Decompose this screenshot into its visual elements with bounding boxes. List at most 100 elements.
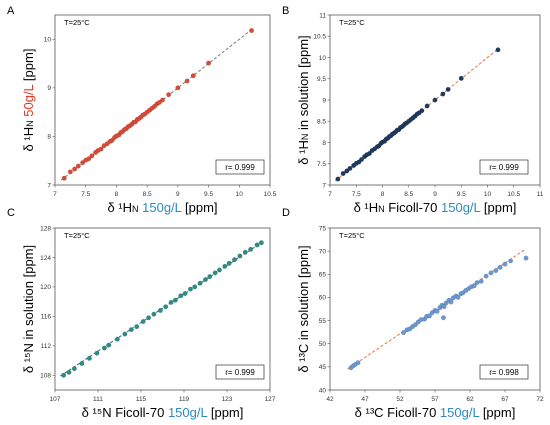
data-point xyxy=(488,270,494,276)
data-point xyxy=(445,86,451,92)
y-tick-label: 8 xyxy=(322,140,326,147)
x-tick-label: 111 xyxy=(93,396,103,403)
y-axis-label: δ ¹³C in solution [ppm] xyxy=(296,245,311,372)
y-tick-label: 75 xyxy=(319,225,327,232)
temperature-annotation: T=25°C xyxy=(64,18,90,27)
data-point xyxy=(61,372,67,378)
label-part: 150g/L xyxy=(441,200,481,215)
data-point xyxy=(254,242,260,248)
y-tick-label: 128 xyxy=(40,225,51,232)
data-point xyxy=(242,249,248,255)
y-tick-label: 10 xyxy=(319,55,327,62)
data-point xyxy=(175,85,181,91)
label-part: [ppm] xyxy=(21,49,36,85)
x-tick-label: 10.5 xyxy=(264,191,277,198)
y-tick-label: 120 xyxy=(40,284,51,291)
data-point xyxy=(98,146,104,152)
data-point xyxy=(94,350,100,356)
x-tick-label: 7.5 xyxy=(81,191,90,198)
x-tick-label: 107 xyxy=(50,396,61,403)
label-part: [ppm] xyxy=(480,200,516,215)
label-part: N xyxy=(132,204,139,214)
y-tick-label: 7.5 xyxy=(317,161,326,168)
label-part: δ ¹³C in solution [ppm] xyxy=(296,245,311,372)
x-tick-label: 119 xyxy=(179,396,190,403)
label-part: 150g/L xyxy=(440,405,480,420)
data-point xyxy=(249,28,255,33)
y-tick-label: 9 xyxy=(47,85,51,92)
x-tick-label: 7 xyxy=(53,191,57,198)
data-point xyxy=(497,264,503,270)
data-point xyxy=(432,97,438,103)
correlation-box xyxy=(479,159,529,175)
label-part: Ficoll-70 xyxy=(385,200,441,215)
y-tick-label: 9.5 xyxy=(317,76,326,83)
data-point xyxy=(140,319,146,324)
x-axis-label: δ ¹HN 150g/L [ppm] xyxy=(107,200,217,215)
data-point xyxy=(187,286,193,292)
label-part: 150g/L xyxy=(168,405,208,420)
panel-a: A 7 7.5 8 8.5 9 9.5 10 10.5 7 8 9 10 T=25°C r= 0.999 δ … xyxy=(7,5,277,215)
data-point xyxy=(101,345,107,351)
data-point xyxy=(523,255,529,261)
data-point xyxy=(72,166,78,172)
data-point xyxy=(474,280,480,286)
x-tick-label: 11 xyxy=(537,191,544,198)
data-point xyxy=(455,294,461,300)
panel-letter: A xyxy=(7,5,15,17)
panel-c: C 107 111 115 119 123 127 108 112 116 120 124 128 T=2… xyxy=(7,207,276,420)
temperature-annotation: T=25°C xyxy=(339,231,365,240)
data-point xyxy=(182,291,188,296)
x-tick-label: 8.5 xyxy=(404,191,413,198)
data-point xyxy=(86,355,92,361)
x-tick-label: 127 xyxy=(265,396,276,403)
data-point xyxy=(134,324,140,330)
y-tick-label: 40 xyxy=(319,387,327,394)
data-point xyxy=(366,151,372,156)
y-tick-label: 8.5 xyxy=(317,119,326,126)
label-part: δ ¹⁵N in solution [ppm] xyxy=(21,245,36,373)
x-tick-label: 67 xyxy=(501,396,509,403)
x-tick-label: 8 xyxy=(115,191,119,198)
data-point xyxy=(458,75,464,81)
y-tick-label: 116 xyxy=(41,314,52,321)
label-part: δ ¹H xyxy=(296,140,311,165)
data-point xyxy=(355,360,361,366)
data-point xyxy=(168,299,174,305)
data-point xyxy=(237,253,243,259)
label-part: in solution [ppm] xyxy=(296,35,311,133)
data-point xyxy=(156,99,162,105)
data-point xyxy=(80,160,86,166)
data-point xyxy=(419,108,425,114)
y-tick-label: 65 xyxy=(319,272,327,279)
panel-d: D 42 47 52 57 62 67 72 40 45 50 55 60 65 70 75 T=25°C r= … xyxy=(282,207,544,420)
y-tick-label: 9 xyxy=(322,97,326,104)
x-tick-label: 72 xyxy=(536,396,544,403)
data-point xyxy=(114,336,120,342)
data-point xyxy=(347,165,353,171)
x-axis-label: δ ¹⁵N Ficoll-70 150g/L [ppm] xyxy=(82,405,244,420)
correlation-box xyxy=(215,159,265,175)
y-tick-label: 50 xyxy=(319,341,327,348)
label-part: 150g/L xyxy=(139,200,182,215)
data-point xyxy=(443,300,449,306)
data-point xyxy=(67,169,73,175)
y-tick-label: 11 xyxy=(319,12,326,19)
x-tick-label: 62 xyxy=(466,396,474,403)
x-tick-label: 57 xyxy=(431,396,439,403)
data-point xyxy=(128,327,134,333)
label-part: δ ¹⁵N Ficoll-70 xyxy=(82,405,168,420)
data-point xyxy=(163,304,169,310)
y-axis-label: δ ¹⁵N in solution [ppm] xyxy=(21,245,36,373)
data-point xyxy=(335,176,341,182)
temperature-annotation: T=25°C xyxy=(339,18,365,27)
data-point xyxy=(493,268,499,274)
data-point xyxy=(478,278,484,284)
y-tick-label: 60 xyxy=(319,295,327,302)
data-point xyxy=(217,267,222,273)
x-tick-label: 42 xyxy=(326,396,334,403)
data-point xyxy=(232,257,237,263)
panel-letter: B xyxy=(282,5,289,17)
data-point xyxy=(222,263,228,269)
correlation-box xyxy=(215,364,265,380)
